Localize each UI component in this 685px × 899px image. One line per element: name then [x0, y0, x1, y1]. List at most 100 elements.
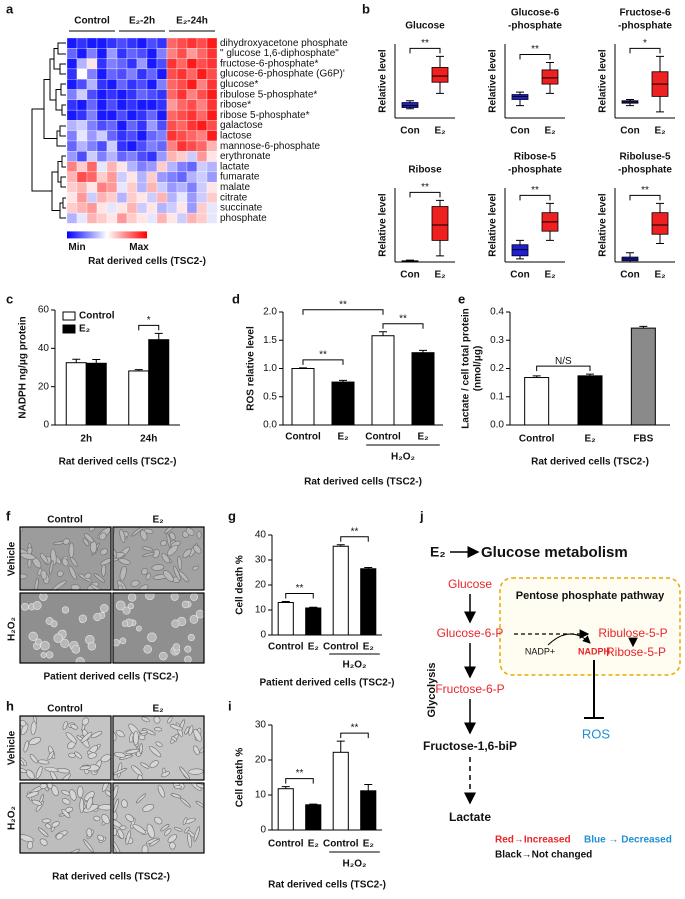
significance-bracket	[536, 365, 591, 372]
micrograph	[20, 716, 111, 780]
cell	[50, 620, 58, 628]
cell	[117, 828, 125, 839]
heatmap-cell	[106, 182, 118, 193]
significance-bracket	[302, 309, 384, 315]
heatmap-cell	[186, 202, 198, 214]
heatmap-cell	[146, 192, 158, 203]
cell	[20, 719, 27, 727]
x-tick-label: E₂	[654, 270, 665, 281]
heatmap-cell	[156, 182, 168, 193]
cell	[87, 752, 98, 759]
heatmap-cell	[116, 212, 128, 224]
significance-bracket	[340, 732, 369, 739]
heatmap-cell	[106, 58, 118, 70]
y-tick-label: 40	[38, 343, 50, 354]
y-tick-label: 1.0	[263, 363, 277, 374]
cell	[93, 573, 106, 583]
bar	[577, 375, 603, 426]
heatmap-cell	[196, 120, 208, 131]
cell	[122, 606, 131, 615]
legend-label: Control	[79, 311, 115, 322]
bar	[630, 327, 656, 426]
y-tick-label: 30	[255, 720, 267, 731]
panel-label: b	[362, 1, 370, 16]
cell	[37, 827, 49, 837]
cell	[170, 793, 182, 799]
heatmap-cell	[156, 161, 168, 173]
heatmap-cell	[136, 140, 148, 152]
x-tick-label: E₂	[434, 270, 445, 281]
row-label: galactose	[220, 120, 263, 131]
x-tick-label: Control	[323, 642, 359, 653]
heatmap-cell	[206, 99, 218, 111]
y-axis-label: (nmol/μg)	[473, 346, 484, 392]
cell	[102, 783, 110, 792]
heatmap-cell	[176, 212, 188, 224]
cell	[133, 730, 139, 746]
cell	[140, 762, 150, 769]
cell	[51, 821, 60, 828]
heatmap-cell	[166, 89, 178, 100]
micrograph	[20, 783, 111, 853]
heatmap-cell	[116, 79, 128, 90]
y-axis-label: Relative level	[378, 49, 389, 113]
heatmap-cell	[76, 58, 88, 70]
cell	[179, 797, 191, 808]
heatmap-cell	[196, 89, 208, 100]
heatmap-cell	[86, 212, 98, 224]
cell	[178, 570, 189, 583]
x-axis-label: Rat derived cells (TSC2-)	[88, 256, 206, 267]
heatmap-cell	[196, 212, 208, 224]
bar	[65, 362, 87, 426]
heatmap-cell	[86, 109, 98, 121]
cell	[187, 634, 195, 642]
cell	[99, 548, 108, 556]
chart-title: Ribose-5	[514, 152, 557, 163]
cell	[78, 614, 87, 623]
y-axis-label: Lactate / cell total protein	[461, 308, 472, 429]
heatmap-cell	[206, 48, 218, 59]
heatmap-cell	[66, 58, 78, 70]
x-tick-label: E₂	[417, 432, 428, 443]
box	[511, 94, 529, 100]
heatmap-cell	[116, 37, 128, 49]
heatmap-cell	[126, 140, 138, 152]
heatmap-cell	[66, 99, 78, 111]
cell	[39, 552, 49, 564]
cell	[171, 619, 180, 628]
heatmap-cell	[136, 130, 148, 142]
heatmap-cell	[106, 109, 118, 121]
cell	[173, 565, 181, 581]
heatmap-cell	[136, 161, 148, 173]
x-tick-label: Con	[510, 270, 529, 281]
x-tick-label: Control	[268, 839, 304, 850]
cell	[184, 826, 190, 834]
chart-title: Fructose-6	[619, 8, 671, 19]
y-tick-label: 0.0	[490, 420, 504, 431]
bar	[85, 362, 107, 426]
heatmap-cell	[66, 109, 78, 121]
cell	[169, 532, 176, 541]
cell	[100, 557, 111, 566]
heatmap-cell	[106, 130, 118, 142]
cell	[160, 771, 171, 778]
significance-label: **	[339, 299, 347, 310]
x-tick-label: E₂	[308, 839, 319, 850]
x-tick-label: Con	[510, 126, 529, 137]
heatmap-cell	[176, 68, 188, 80]
significance-label: **	[531, 44, 539, 55]
heatmap-cell	[66, 192, 78, 203]
heatmap-cell	[76, 182, 88, 193]
cell	[97, 804, 111, 811]
cell	[27, 840, 34, 850]
cell	[29, 754, 38, 764]
box	[651, 212, 669, 235]
x-tick-label: E₂	[434, 126, 445, 137]
cell	[28, 631, 38, 641]
heatmap-cell	[136, 37, 148, 49]
significance-bracket	[138, 324, 160, 331]
heatmap-cell	[76, 89, 88, 100]
heatmap-cell	[66, 130, 78, 142]
cell	[160, 824, 170, 832]
cell	[114, 752, 127, 758]
